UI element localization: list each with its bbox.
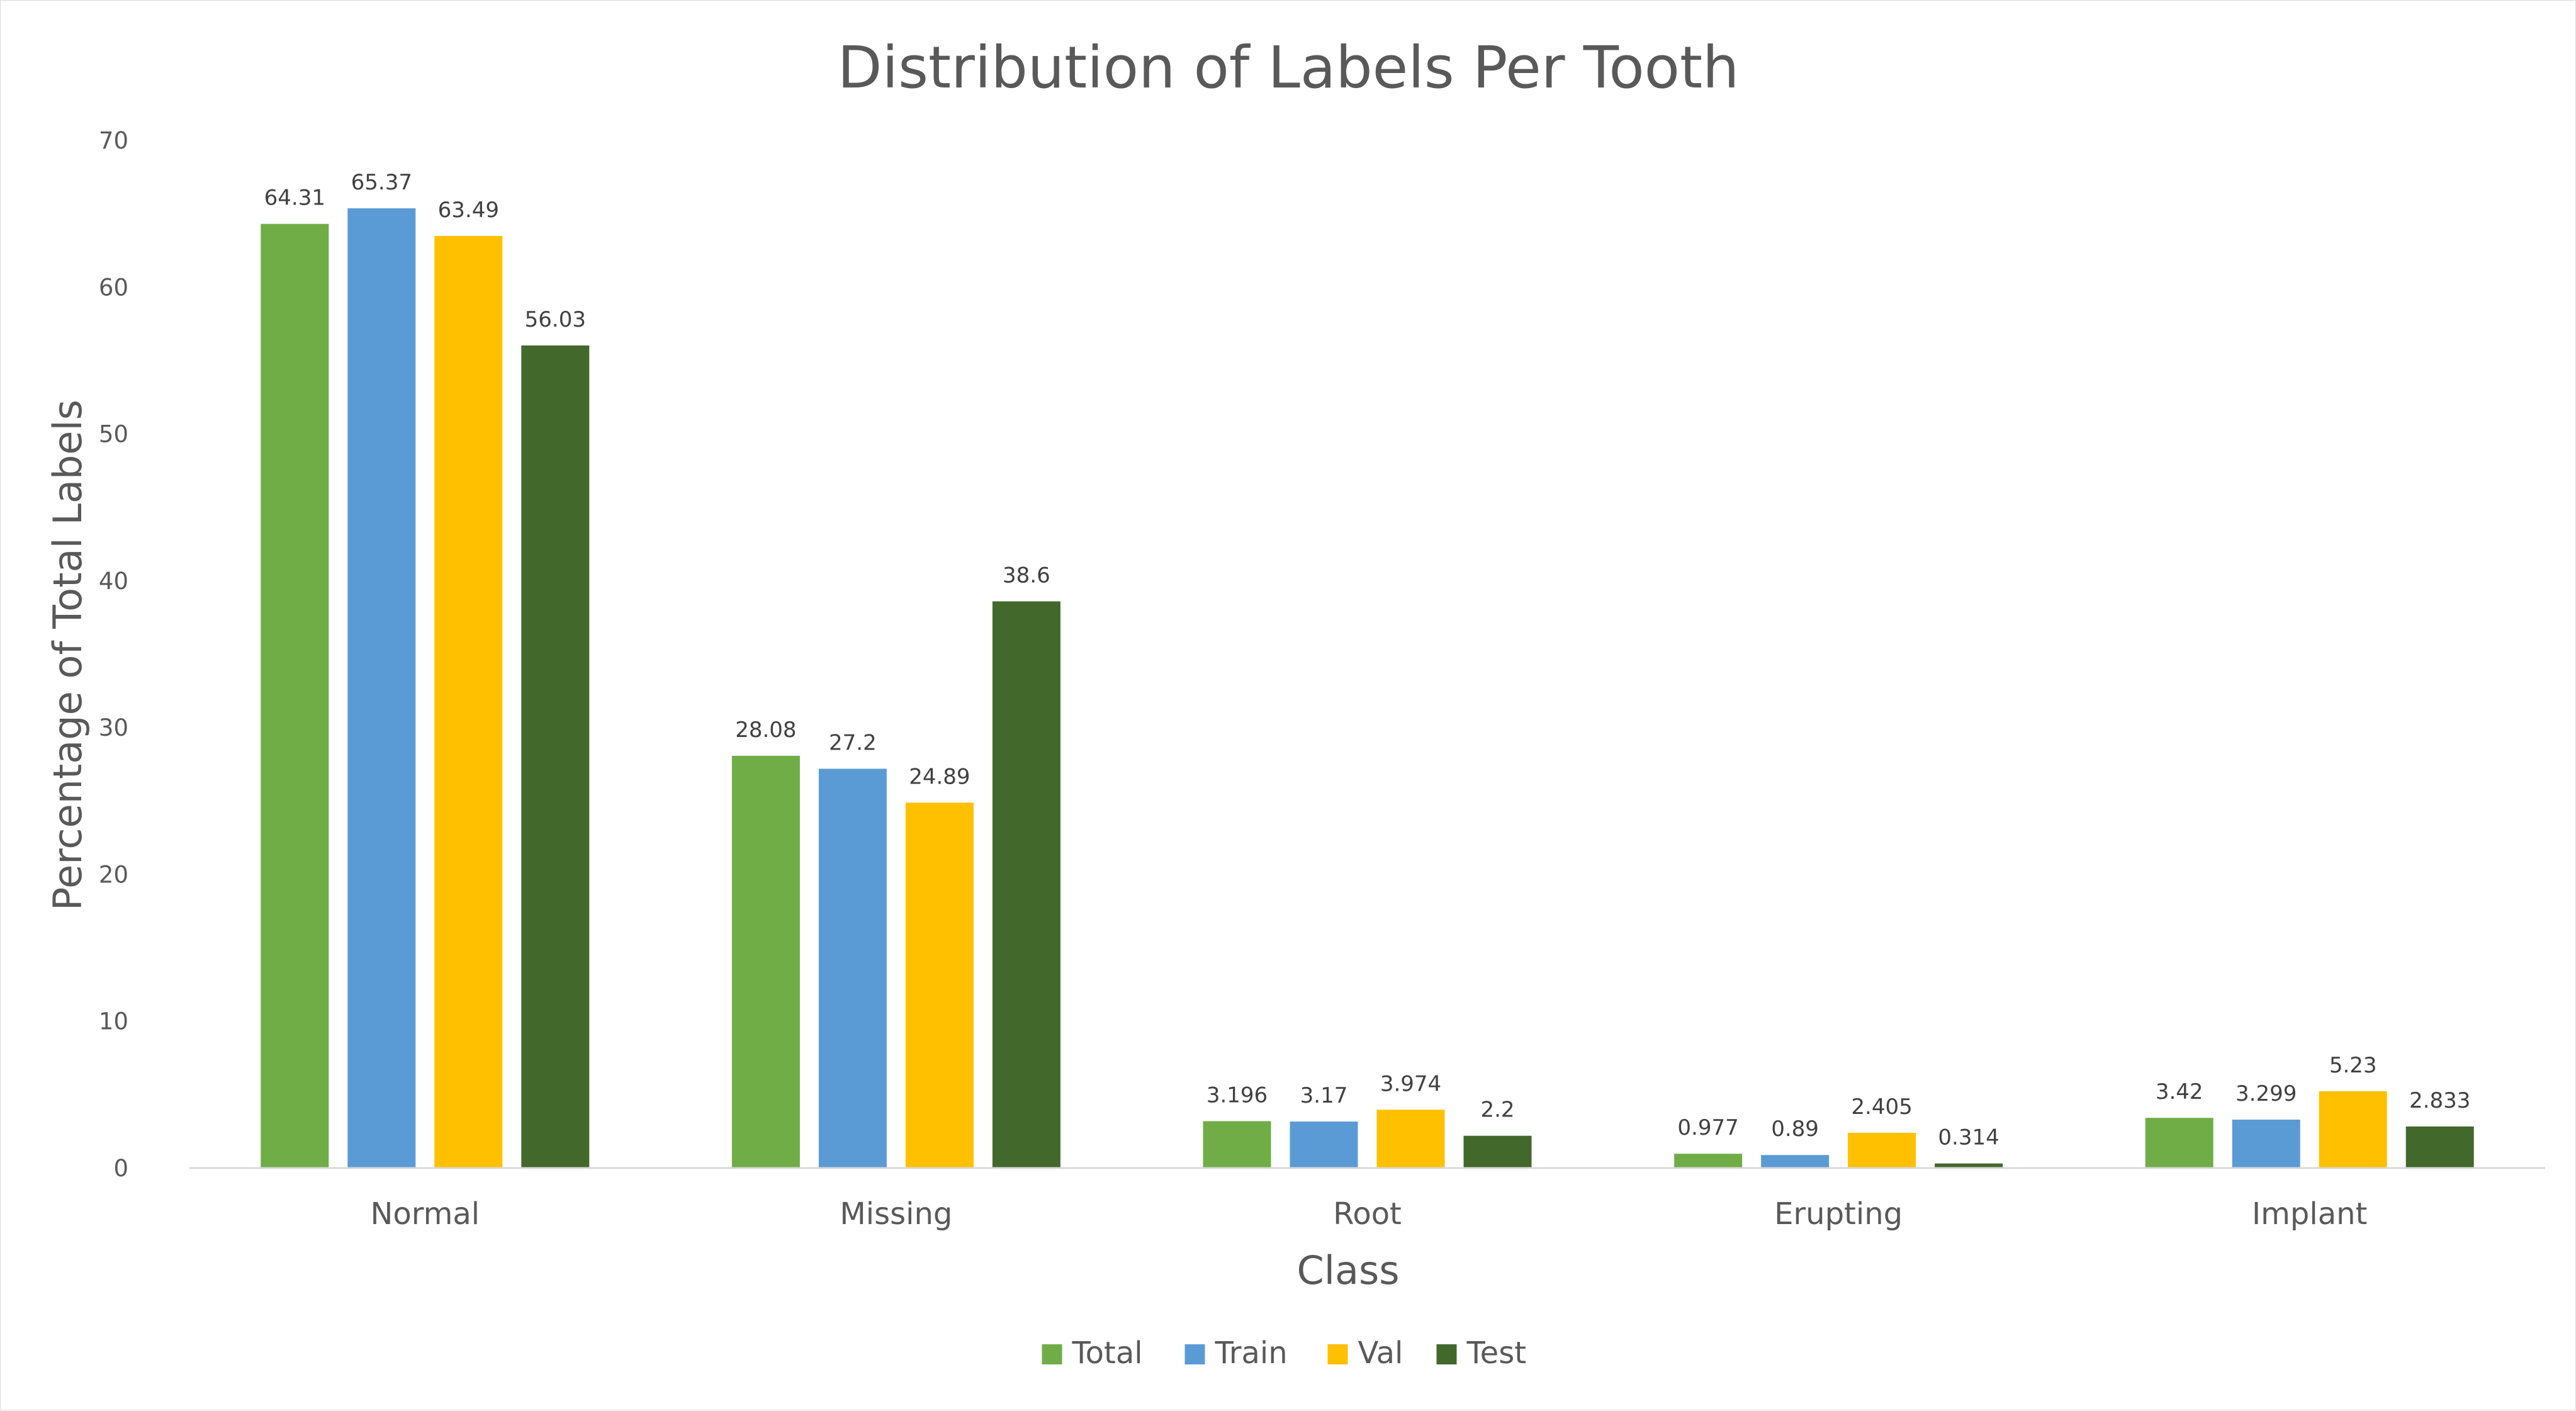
data-label: 3.974 [1380, 1071, 1441, 1096]
data-label: 24.89 [909, 764, 970, 789]
bar-train-erupting [1761, 1155, 1830, 1168]
bar-total-root [1203, 1121, 1271, 1168]
data-label: 0.314 [1938, 1125, 1999, 1150]
category-label: Root [1333, 1196, 1402, 1232]
legend-swatch-train [1184, 1344, 1205, 1364]
bar-train-missing [818, 768, 887, 1168]
legend-label: Val [1358, 1335, 1403, 1371]
bar-val-missing [905, 802, 974, 1168]
bar-val-erupting [1848, 1132, 1916, 1168]
bar-train-normal [347, 208, 416, 1169]
data-label: 63.49 [438, 198, 499, 223]
y-tick-label: 20 [99, 861, 128, 888]
data-label: 3.17 [1300, 1083, 1348, 1108]
category-label: Missing [840, 1196, 952, 1232]
legend-label: Test [1466, 1335, 1527, 1371]
bar-test-missing [992, 601, 1060, 1168]
data-label: 65.37 [351, 170, 412, 195]
y-tick-label: 40 [99, 568, 128, 595]
chart-title: Distribution of Labels Per Tooth [838, 34, 1740, 101]
y-tick-label: 30 [99, 714, 128, 741]
legend-label: Total [1072, 1335, 1143, 1371]
y-tick-label: 50 [99, 421, 128, 448]
bar-test-root [1463, 1135, 1532, 1168]
category-label: Implant [2252, 1196, 2367, 1232]
bar-test-erupting [1935, 1163, 2003, 1168]
bar-val-normal [434, 235, 503, 1168]
bar-total-erupting [1674, 1154, 1743, 1168]
legend-swatch-total [1042, 1344, 1062, 1364]
y-tick-label: 10 [99, 1008, 128, 1035]
data-label: 3.299 [2236, 1081, 2297, 1106]
legend-swatch-val [1327, 1344, 1348, 1364]
bar-total-implant [2145, 1118, 2213, 1168]
bar-test-implant [2405, 1126, 2474, 1168]
y-tick-label: 0 [113, 1155, 128, 1182]
y-tick-label: 60 [99, 274, 128, 301]
y-axis-ticks: 0 10 20 30 40 50 60 70 [99, 127, 128, 1182]
data-labels: 64.31 65.37 63.49 56.03 28.08 27.2 24.89 38.6 3.… [264, 170, 2471, 1150]
bar-train-root [1290, 1121, 1358, 1168]
data-label: 2.405 [1851, 1094, 1912, 1120]
data-label: 3.196 [1206, 1082, 1268, 1108]
bar-marks [261, 208, 2474, 1169]
bar-total-normal [261, 223, 329, 1169]
data-label: 38.6 [1003, 563, 1050, 588]
bar-val-implant [2319, 1091, 2387, 1168]
data-label: 2.2 [1480, 1098, 1514, 1123]
data-label: 0.977 [1677, 1115, 1738, 1140]
bar-train-implant [2232, 1120, 2300, 1168]
category-label: Erupting [1774, 1196, 1903, 1232]
bar-test-normal [521, 345, 590, 1168]
data-label: 28.08 [735, 717, 796, 743]
data-label: 64.31 [264, 186, 325, 211]
y-tick-label: 70 [99, 127, 128, 154]
x-axis-title: Class [1296, 1247, 1399, 1293]
category-label: Normal [370, 1196, 480, 1232]
data-label: 3.42 [2156, 1079, 2203, 1105]
legend: Total Train Val Test [1042, 1335, 1527, 1371]
data-label: 56.03 [525, 307, 586, 332]
bar-total-missing [731, 755, 800, 1168]
data-label: 27.2 [829, 730, 877, 755]
category-labels: Normal Missing Root Erupting Implant [370, 1196, 2367, 1232]
data-label: 2.833 [2409, 1088, 2470, 1113]
y-axis-title: Percentage of Total Labels [45, 400, 91, 911]
bar-val-root [1376, 1110, 1445, 1168]
legend-label: Train [1215, 1335, 1288, 1371]
data-label: 5.23 [2329, 1053, 2377, 1078]
data-label: 0.89 [1771, 1116, 1819, 1142]
legend-swatch-test [1436, 1344, 1457, 1364]
